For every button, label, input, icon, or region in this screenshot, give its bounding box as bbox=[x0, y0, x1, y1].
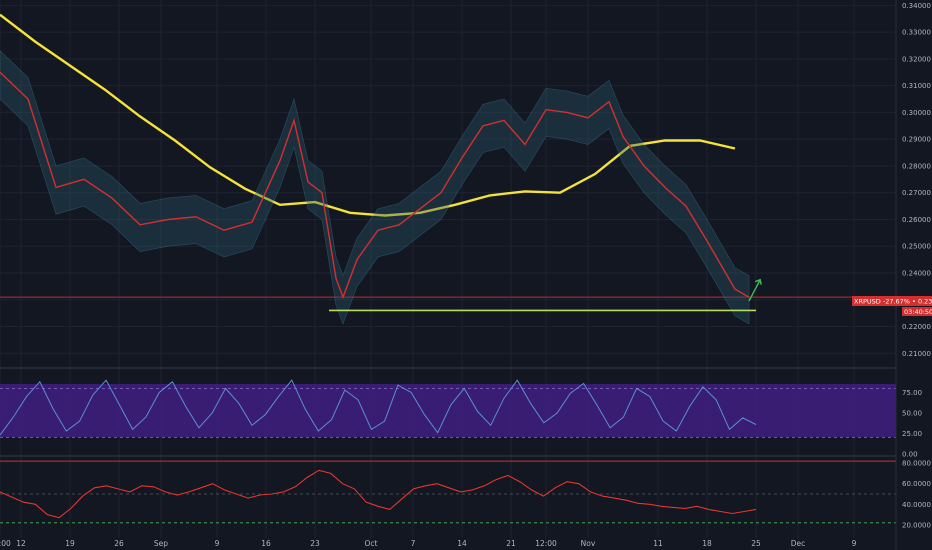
time-tick-label: 11 bbox=[653, 539, 663, 548]
time-tick-label: Oct bbox=[365, 539, 378, 548]
price-tick-label: 0.24000 bbox=[902, 270, 931, 278]
price-tick-label: 0.28000 bbox=[902, 162, 931, 170]
time-tick-label: 9 bbox=[852, 539, 857, 548]
time-axis[interactable]: 12:00 12 19 26 Sep 9 16 23 Oct 7 14 21 12:00 Nov 11 18 2… bbox=[0, 539, 857, 548]
countdown-badge-label: 03:40:50 bbox=[904, 308, 932, 316]
rsi-tick-label: 0.00 bbox=[902, 451, 918, 459]
price-tick-label: 0.25000 bbox=[902, 243, 931, 251]
rsi-tick-label: 75.00 bbox=[902, 389, 922, 397]
countdown-badge-bg bbox=[902, 307, 932, 316]
volatility-band bbox=[0, 50, 750, 325]
stoch-tick-label: 40.0000 bbox=[902, 501, 931, 509]
time-tick-label: Nov bbox=[581, 539, 596, 548]
rsi-line[interactable] bbox=[0, 379, 757, 436]
stoch-tick-label: 80.0000 bbox=[902, 460, 931, 468]
price-tick-label: 0.32000 bbox=[902, 55, 931, 63]
price-tick-label: 0.26000 bbox=[902, 216, 931, 224]
price-tick-label: 0.33000 bbox=[902, 29, 931, 37]
time-tick-label: 19 bbox=[65, 539, 75, 548]
time-tick-label: 12:00 bbox=[535, 539, 557, 548]
price-tick-label: 0.27000 bbox=[902, 189, 931, 197]
time-tick-label: 9 bbox=[215, 539, 220, 548]
time-tick-label: 26 bbox=[114, 539, 124, 548]
countdown-badge: 03:40:50 bbox=[902, 307, 932, 316]
grid-lines bbox=[0, 0, 896, 538]
moving-average-line[interactable] bbox=[0, 13, 736, 217]
time-tick-label: 14 bbox=[457, 539, 467, 548]
rsi-axis[interactable]: 75.00 50.00 25.00 0.00 bbox=[902, 389, 922, 459]
time-tick-label: 18 bbox=[702, 539, 712, 548]
time-tick-label: 12 bbox=[16, 539, 26, 548]
main-plot-area[interactable] bbox=[0, 13, 896, 325]
stoch-tick-label: 60.0000 bbox=[902, 480, 931, 488]
price-tick-label: 0.29000 bbox=[902, 136, 931, 144]
rsi-tick-label: 25.00 bbox=[902, 430, 922, 438]
price-tick-label: 0.34000 bbox=[902, 2, 931, 10]
price-tick-label: 0.22000 bbox=[902, 323, 931, 331]
stochastic-axis[interactable]: 80.0000 60.0000 40.0000 20.0000 bbox=[902, 460, 931, 530]
time-tick-label: 23 bbox=[310, 539, 320, 548]
rsi-panel[interactable] bbox=[0, 379, 896, 439]
symbol-price-badge-label: XRPUSD -27.67% • 0.23108 bbox=[854, 298, 932, 306]
time-tick-label: Sep bbox=[154, 539, 168, 548]
price-tick-label: 0.31000 bbox=[902, 82, 931, 90]
arrow-head bbox=[754, 278, 762, 285]
symbol-price-badge[interactable]: XRPUSD -27.67% • 0.23108 bbox=[852, 296, 932, 306]
rsi-tick-label: 50.00 bbox=[902, 410, 922, 418]
arrow-annotation bbox=[748, 279, 761, 302]
price-tick-label: 0.21000 bbox=[902, 350, 931, 358]
time-tick-label: 16 bbox=[261, 539, 271, 548]
time-tick-label: Dec bbox=[791, 539, 806, 548]
time-tick-label: 12:00 bbox=[0, 539, 11, 548]
price-tick-label: 0.30000 bbox=[902, 109, 931, 117]
stoch-line[interactable] bbox=[0, 469, 757, 519]
time-tick-label: 25 bbox=[751, 539, 761, 548]
time-tick-label: 7 bbox=[411, 539, 416, 548]
stoch-tick-label: 20.0000 bbox=[902, 521, 931, 529]
time-tick-label: 21 bbox=[506, 539, 516, 548]
price-line[interactable] bbox=[0, 71, 750, 300]
symbol-price-badge-bg bbox=[852, 296, 932, 306]
stochastic-panel[interactable] bbox=[0, 460, 896, 524]
